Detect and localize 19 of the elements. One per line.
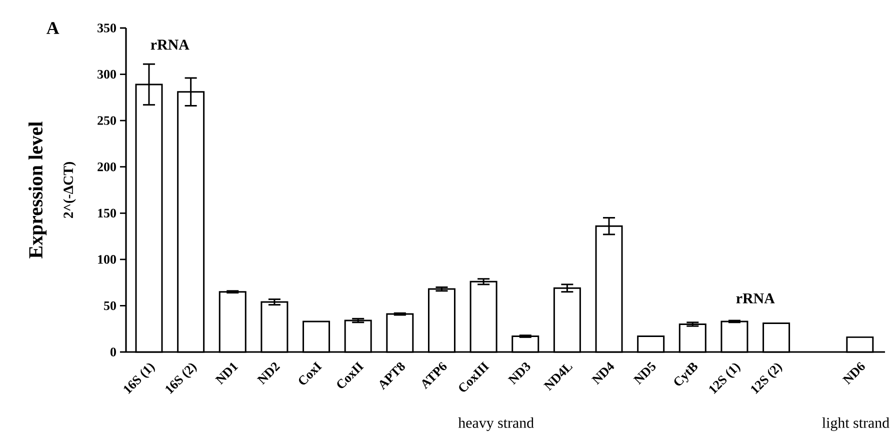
annotation: rRNA: [150, 40, 190, 50]
text: light strand: [822, 417, 890, 431]
x-tick-label: 12S (1): [709, 364, 740, 394]
x-tick-label: 16S (1): [124, 364, 155, 394]
y-tick-label: 100: [98, 255, 116, 264]
text: A: [46, 22, 60, 34]
y-tick-label: 0: [110, 348, 116, 356]
y-axis-title: Expression level: [28, 122, 47, 258]
y-tick-label: 50: [104, 301, 116, 310]
text: 2^(-ΔCT): [63, 162, 76, 218]
y-tick-label: 250: [98, 116, 116, 125]
y-tick-label: 200: [98, 162, 116, 172]
y-tick-label: 150: [98, 208, 116, 218]
x-tick-label: 16S (2): [166, 364, 197, 394]
x-tick-label: 12S (2): [751, 364, 782, 394]
y-tick-label: 350: [98, 24, 116, 32]
annotation: rRNA: [736, 293, 775, 304]
y-tick-label: 300: [98, 70, 116, 79]
text: heavy strand: [458, 417, 534, 431]
